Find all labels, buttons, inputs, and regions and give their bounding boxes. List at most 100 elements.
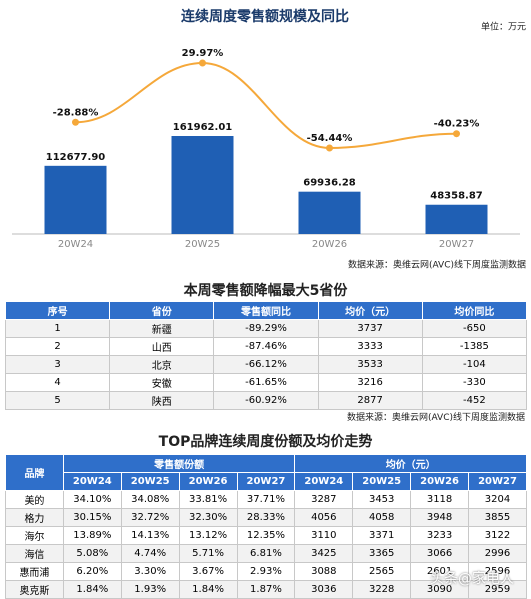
cell: -452 — [421, 391, 528, 410]
cell: 5.71% — [178, 544, 238, 563]
cell: 6.20% — [62, 562, 122, 581]
header-cell: 均价（元） — [294, 454, 527, 473]
row: 1 新疆 -89.29% 3737 -650 — [4, 319, 528, 338]
header-cell: 20W26 — [178, 472, 238, 491]
cell: 33.81% — [178, 490, 238, 509]
cell: 3122 — [468, 526, 527, 545]
value-label: 48358.87 — [430, 191, 483, 202]
cell: 13.12% — [178, 526, 238, 545]
cell: 北京 — [109, 355, 215, 374]
cell: 6.81% — [236, 544, 296, 563]
cell: 2.93% — [236, 562, 296, 581]
cell: 格力 — [5, 508, 64, 527]
cell: 美的 — [5, 490, 64, 509]
cell: -104 — [421, 355, 528, 374]
cell: 陕西 — [109, 391, 215, 410]
cell: 3204 — [468, 490, 527, 509]
cell: 安徽 — [109, 373, 215, 392]
cell: 2565 — [352, 562, 412, 581]
header-cell: 零售额份额 — [62, 454, 296, 473]
cell: 34.08% — [120, 490, 180, 509]
cell: 34.10% — [62, 490, 122, 509]
cell: 2877 — [317, 391, 423, 410]
x-tick-label: 20W26 — [312, 239, 347, 250]
header-cell: 20W25 — [352, 472, 412, 491]
cell: 3 — [4, 355, 111, 374]
cell: 3287 — [294, 490, 354, 509]
line-point — [199, 59, 206, 67]
cell: 3066 — [410, 544, 469, 563]
header-cell: 20W26 — [410, 472, 469, 491]
cell: 3.30% — [120, 562, 180, 581]
value-label: -54.44% — [307, 133, 353, 144]
line-point — [453, 130, 460, 138]
cell: 3425 — [294, 544, 354, 563]
x-tick-label: 20W24 — [58, 239, 93, 250]
cell: -330 — [421, 373, 528, 392]
row: 5 陕西 -60.92% 2877 -452 — [4, 391, 528, 410]
cell: 2959 — [468, 580, 527, 599]
cell: -60.92% — [213, 391, 319, 410]
cell: 32.72% — [120, 508, 180, 527]
source: 数据来源：奥维云网(AVC)线下周度监测数据 — [348, 259, 526, 271]
cell: 1.87% — [236, 580, 296, 599]
chart-title: 连续周度零售额规模及同比 — [181, 8, 349, 25]
cell: 4.74% — [120, 544, 180, 563]
cell: 海尔 — [5, 526, 64, 545]
cell: 3090 — [410, 580, 469, 599]
cell: 37.71% — [236, 490, 296, 509]
cell: 1 — [4, 319, 111, 338]
cell: 12.35% — [236, 526, 296, 545]
cell: 4056 — [294, 508, 354, 527]
row: 海尔 13.89% 14.13% 13.12% 12.35% 3110 3371 3233 31… — [5, 526, 527, 545]
x-tick-label: 20W27 — [439, 239, 474, 250]
cell: 32.30% — [178, 508, 238, 527]
cell: 5.08% — [62, 544, 122, 563]
bar — [425, 204, 488, 234]
cell: 3110 — [294, 526, 354, 545]
value-label: 161962.01 — [173, 122, 233, 133]
value-label: 112677.90 — [46, 152, 106, 163]
cell: 惠而浦 — [5, 562, 64, 581]
row: 格力 30.15% 32.72% 32.30% 28.33% 4056 4058 3948 38… — [5, 508, 527, 527]
line — [75, 61, 457, 150]
row: 惠而浦 6.20% 3.30% 3.67% 2.93% 3088 2565 2601 2596 — [5, 562, 527, 581]
cell: 奥克斯 — [5, 580, 64, 599]
line-point — [326, 144, 333, 152]
row: 3 北京 -66.12% 3533 -104 — [4, 355, 528, 374]
table-title: 本周零售额降幅最大5省份 — [183, 283, 348, 299]
line-point — [72, 118, 79, 126]
cell: 3216 — [317, 373, 423, 392]
header-cell: 序号 — [4, 301, 111, 320]
header-row: 20W24 20W25 20W26 20W27 20W24 20W25 20W26 20W27 — [6, 472, 527, 491]
cell: 13.89% — [62, 526, 122, 545]
province-table: 序号 省份 零售额同比 均价（元） 均价同比 1 新疆 -89.29% 3737 -650 2 山西 -… — [4, 301, 528, 410]
cell: 3088 — [294, 562, 354, 581]
value-label: -40.23% — [434, 119, 480, 130]
cell: 28.33% — [236, 508, 296, 527]
cell: 新疆 — [109, 319, 215, 338]
cell: 山西 — [109, 337, 215, 356]
cell: -1385 — [421, 337, 528, 356]
cell: -61.65% — [213, 373, 319, 392]
cell: 5 — [4, 391, 111, 410]
cell: 3118 — [410, 490, 469, 509]
cell: 3453 — [352, 490, 412, 509]
cell: 3365 — [352, 544, 412, 563]
cell: 3371 — [352, 526, 412, 545]
cell: 2996 — [468, 544, 527, 563]
row: 美的 34.10% 34.08% 33.81% 37.71% 3287 3453 3118 32… — [5, 490, 527, 509]
cell: -66.12% — [213, 355, 319, 374]
cell: -87.46% — [213, 337, 319, 356]
cell: 3333 — [317, 337, 423, 356]
unit-label: 单位：万元 — [481, 21, 526, 33]
cell: 3737 — [317, 319, 423, 338]
bar — [44, 165, 107, 234]
cell: 4058 — [352, 508, 412, 527]
row: 海信 5.08% 4.74% 5.71% 6.81% 3425 3365 3066 2996 — [5, 544, 527, 563]
header-cell: 20W27 — [236, 472, 296, 491]
header-cell: 20W27 — [468, 472, 527, 491]
row: 4 安徽 -61.65% 3216 -330 — [4, 373, 528, 392]
header-row: 序号 省份 零售额同比 均价（元） 均价同比 — [4, 301, 528, 320]
